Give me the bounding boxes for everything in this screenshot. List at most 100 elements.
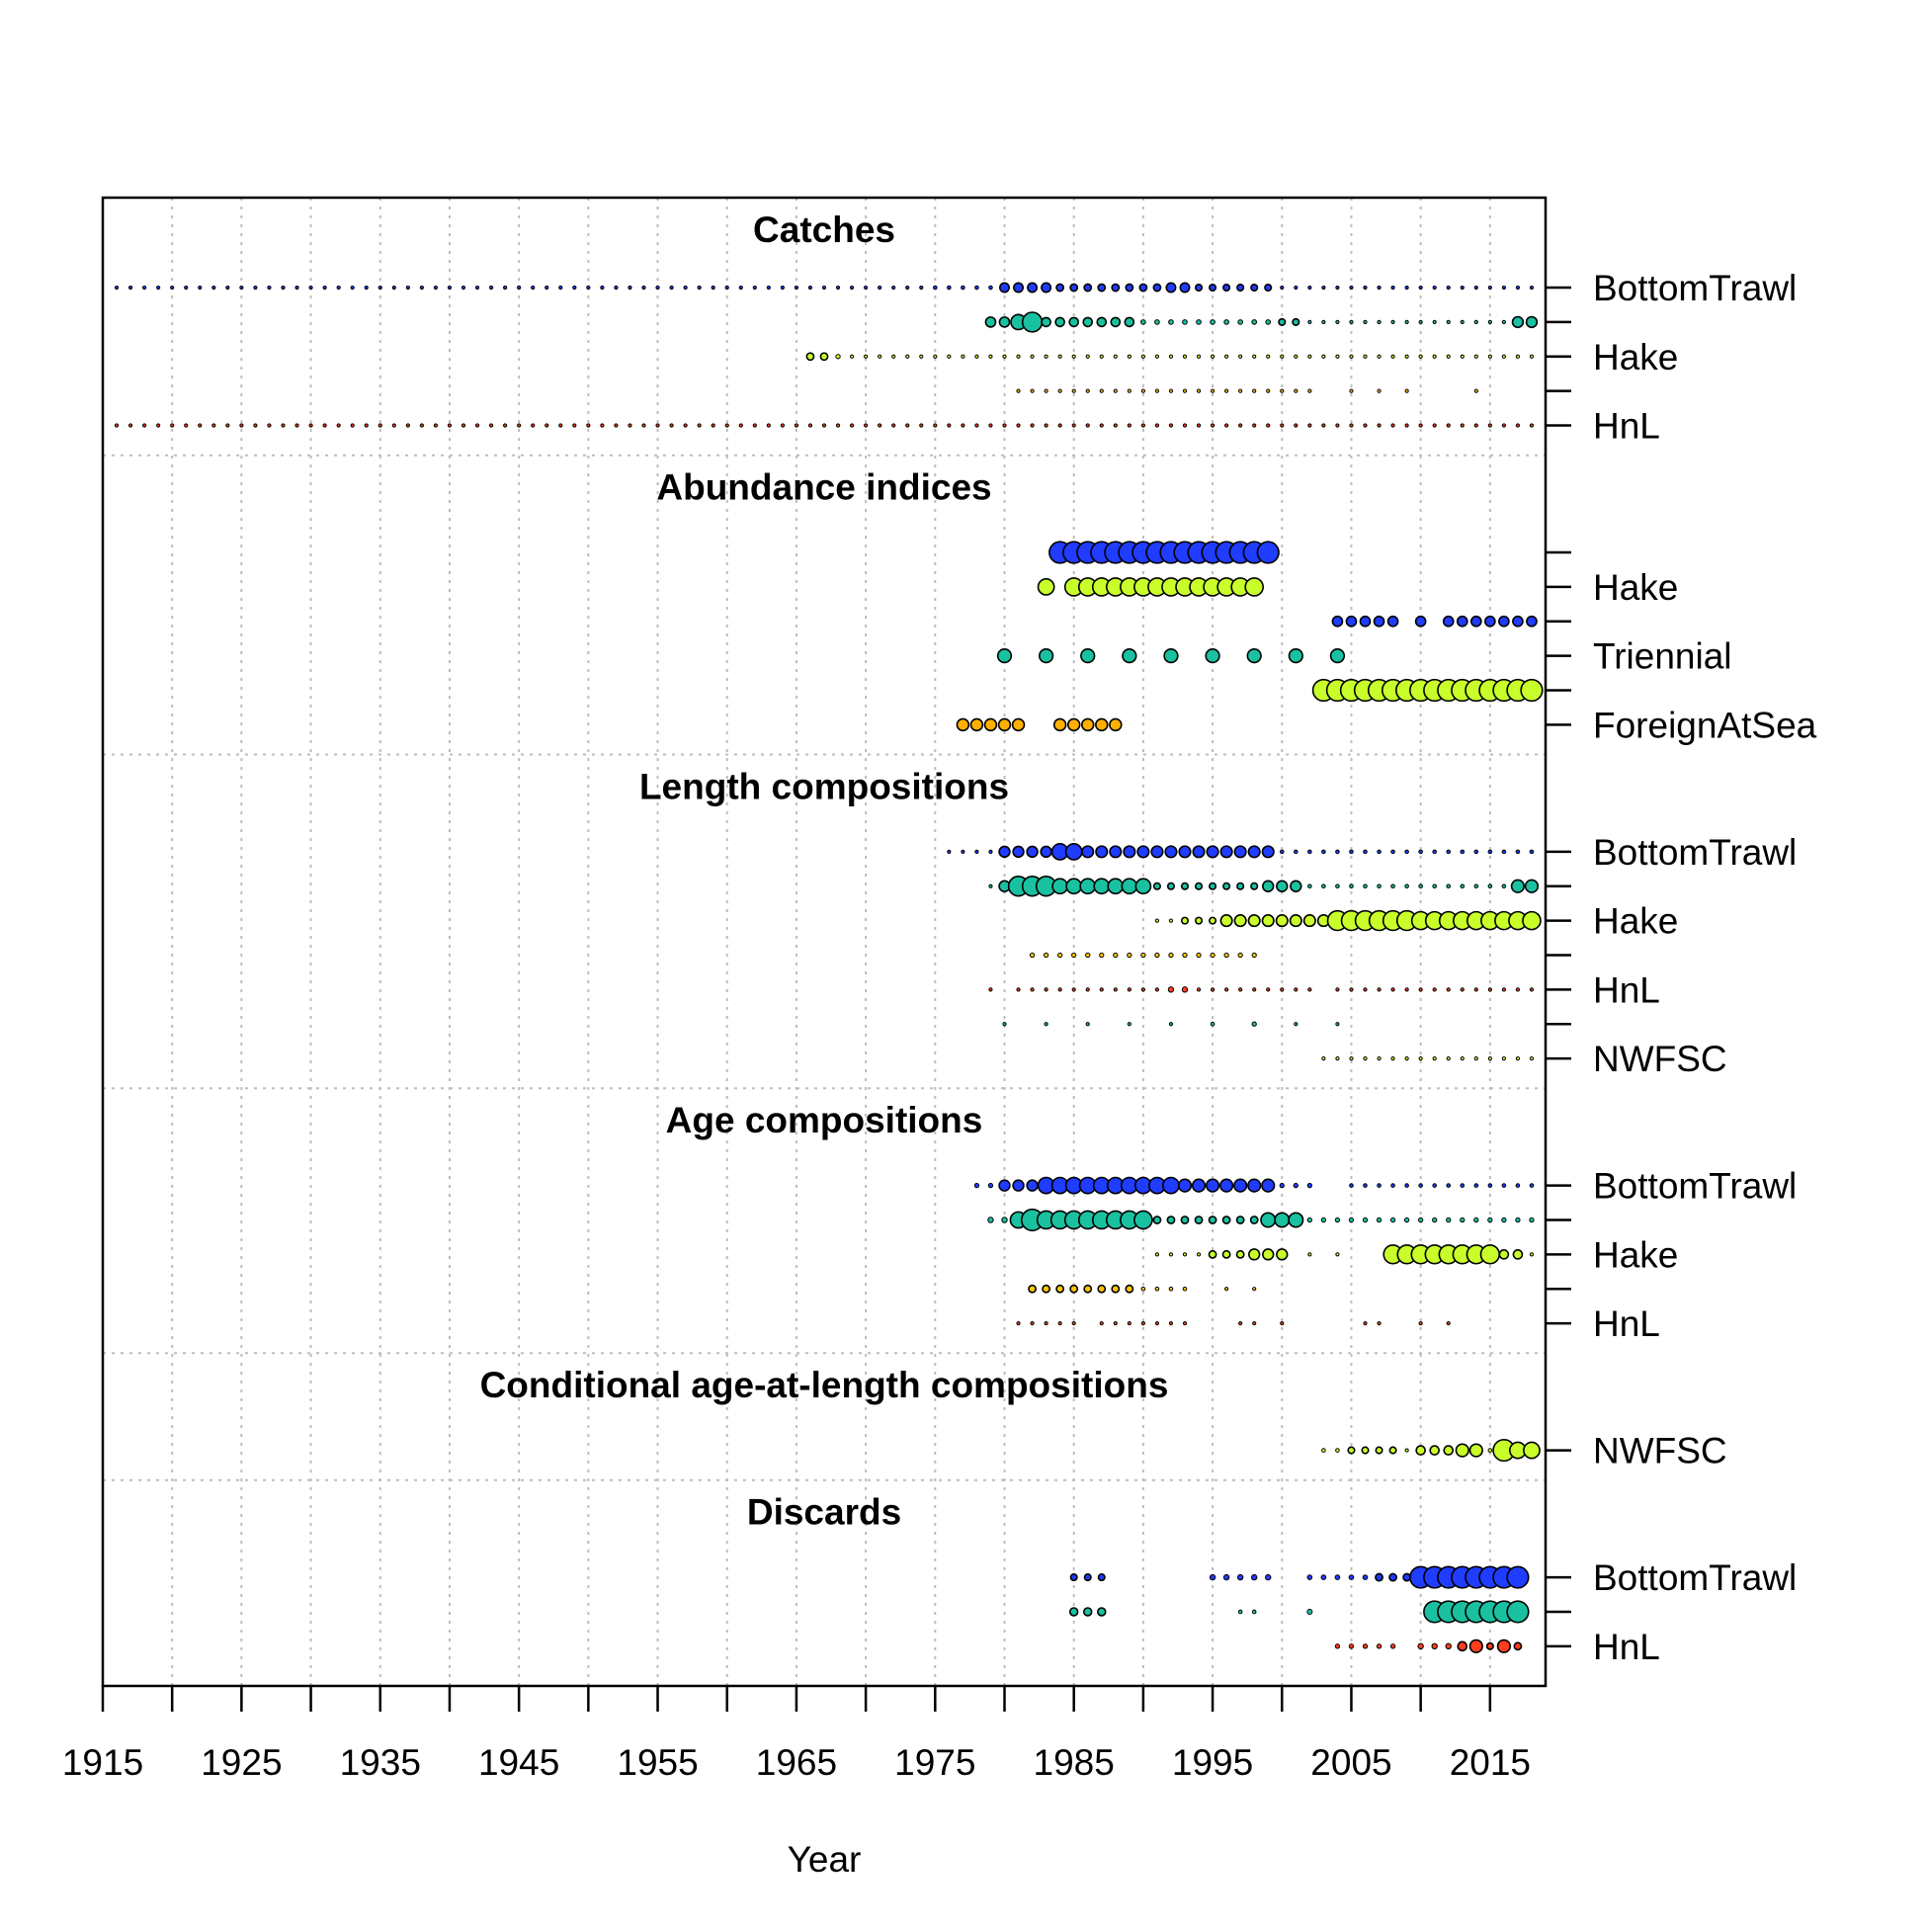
data-point xyxy=(1209,1573,1216,1581)
data-point xyxy=(1044,423,1048,428)
data-point xyxy=(999,282,1010,294)
data-point xyxy=(322,423,327,428)
data-point xyxy=(1109,717,1123,732)
data-point xyxy=(1294,849,1299,855)
data-point xyxy=(1210,354,1215,359)
data-point xyxy=(1362,1574,1369,1580)
data-point xyxy=(1093,878,1111,895)
data-point xyxy=(961,285,965,291)
data-point xyxy=(545,423,549,428)
data-point xyxy=(1055,283,1065,293)
data-point xyxy=(1321,1448,1326,1453)
data-point xyxy=(956,717,970,732)
data-point xyxy=(724,423,729,428)
data-point xyxy=(1335,285,1340,291)
data-point xyxy=(1418,987,1423,992)
data-point xyxy=(998,1179,1011,1192)
data-point xyxy=(184,423,189,428)
data-point xyxy=(1446,1055,1451,1061)
data-point xyxy=(1484,615,1496,628)
data-point xyxy=(1404,423,1409,428)
data-point xyxy=(1127,1320,1131,1326)
data-point xyxy=(1529,285,1535,291)
data-point xyxy=(1168,354,1174,359)
data-point xyxy=(805,352,815,362)
data-point xyxy=(1154,1286,1160,1292)
data-point xyxy=(1404,1448,1409,1453)
data-point xyxy=(1168,1022,1174,1027)
data-point xyxy=(156,285,161,291)
section-title: Length compositions xyxy=(639,766,1009,806)
data-point xyxy=(1515,423,1521,428)
data-point xyxy=(835,354,841,360)
data-point xyxy=(1071,423,1076,428)
data-point xyxy=(1487,285,1492,291)
x-tick-label: 1915 xyxy=(62,1742,143,1783)
data-point xyxy=(628,285,632,291)
data-point xyxy=(1377,1183,1382,1188)
data-point xyxy=(1152,1216,1162,1224)
data-point xyxy=(1288,647,1303,664)
data-point xyxy=(1473,1055,1478,1061)
data-point xyxy=(1512,615,1524,628)
data-point xyxy=(1294,1022,1299,1027)
data-point xyxy=(253,423,258,428)
data-point xyxy=(1219,914,1233,928)
data-point xyxy=(1209,916,1217,925)
data-point xyxy=(1266,388,1271,393)
data-point xyxy=(1289,914,1302,928)
data-point xyxy=(1113,1320,1118,1326)
data-point xyxy=(294,423,299,428)
data-point xyxy=(1068,1607,1079,1617)
data-point xyxy=(142,285,147,291)
section-title: Abundance indices xyxy=(656,466,991,507)
data-point xyxy=(1460,319,1465,325)
data-point xyxy=(447,423,453,428)
data-point xyxy=(1208,1249,1217,1259)
data-point xyxy=(225,285,230,291)
data-point xyxy=(1233,845,1247,859)
x-axis: 1915 1925 1935 1945 1955 1965 1975 1985 1995 2005… xyxy=(62,286,1571,1783)
data-point xyxy=(1294,388,1299,393)
data-point xyxy=(1071,952,1077,959)
data-point xyxy=(1219,1178,1234,1193)
data-point xyxy=(1307,883,1312,889)
data-point xyxy=(1127,354,1131,359)
data-point xyxy=(1208,1216,1217,1224)
section-title: Catches xyxy=(753,210,895,250)
data-point xyxy=(1111,1284,1121,1294)
data-point xyxy=(1525,315,1539,329)
data-point xyxy=(1275,914,1289,928)
data-point xyxy=(1294,423,1299,428)
data-point xyxy=(1040,845,1052,859)
data-point xyxy=(1501,987,1506,992)
data-point xyxy=(1501,354,1506,359)
data-point xyxy=(1363,1055,1368,1061)
data-point xyxy=(572,285,577,291)
data-point xyxy=(1081,845,1095,859)
data-point xyxy=(1515,354,1521,359)
data-point xyxy=(391,285,396,291)
data-point xyxy=(1252,354,1257,359)
data-point xyxy=(1307,987,1312,992)
data-point xyxy=(1021,311,1044,333)
data-point xyxy=(1498,1249,1510,1260)
data-point xyxy=(1529,423,1535,428)
data-point xyxy=(1473,987,1478,992)
data-point xyxy=(998,845,1011,859)
data-point xyxy=(1196,388,1202,393)
data-point xyxy=(780,285,785,291)
data-point xyxy=(1182,1320,1188,1326)
data-point xyxy=(628,423,632,428)
data-point xyxy=(1030,987,1035,992)
data-point xyxy=(878,285,882,291)
data-point xyxy=(1196,1252,1202,1257)
row-label: NWFSC xyxy=(1593,1431,1727,1471)
data-point xyxy=(1154,918,1160,923)
data-point xyxy=(1152,283,1162,293)
data-point xyxy=(1166,882,1176,890)
data-point xyxy=(1168,388,1174,393)
data-point xyxy=(1165,282,1177,294)
data-point xyxy=(1377,423,1382,428)
data-point xyxy=(1264,284,1273,293)
